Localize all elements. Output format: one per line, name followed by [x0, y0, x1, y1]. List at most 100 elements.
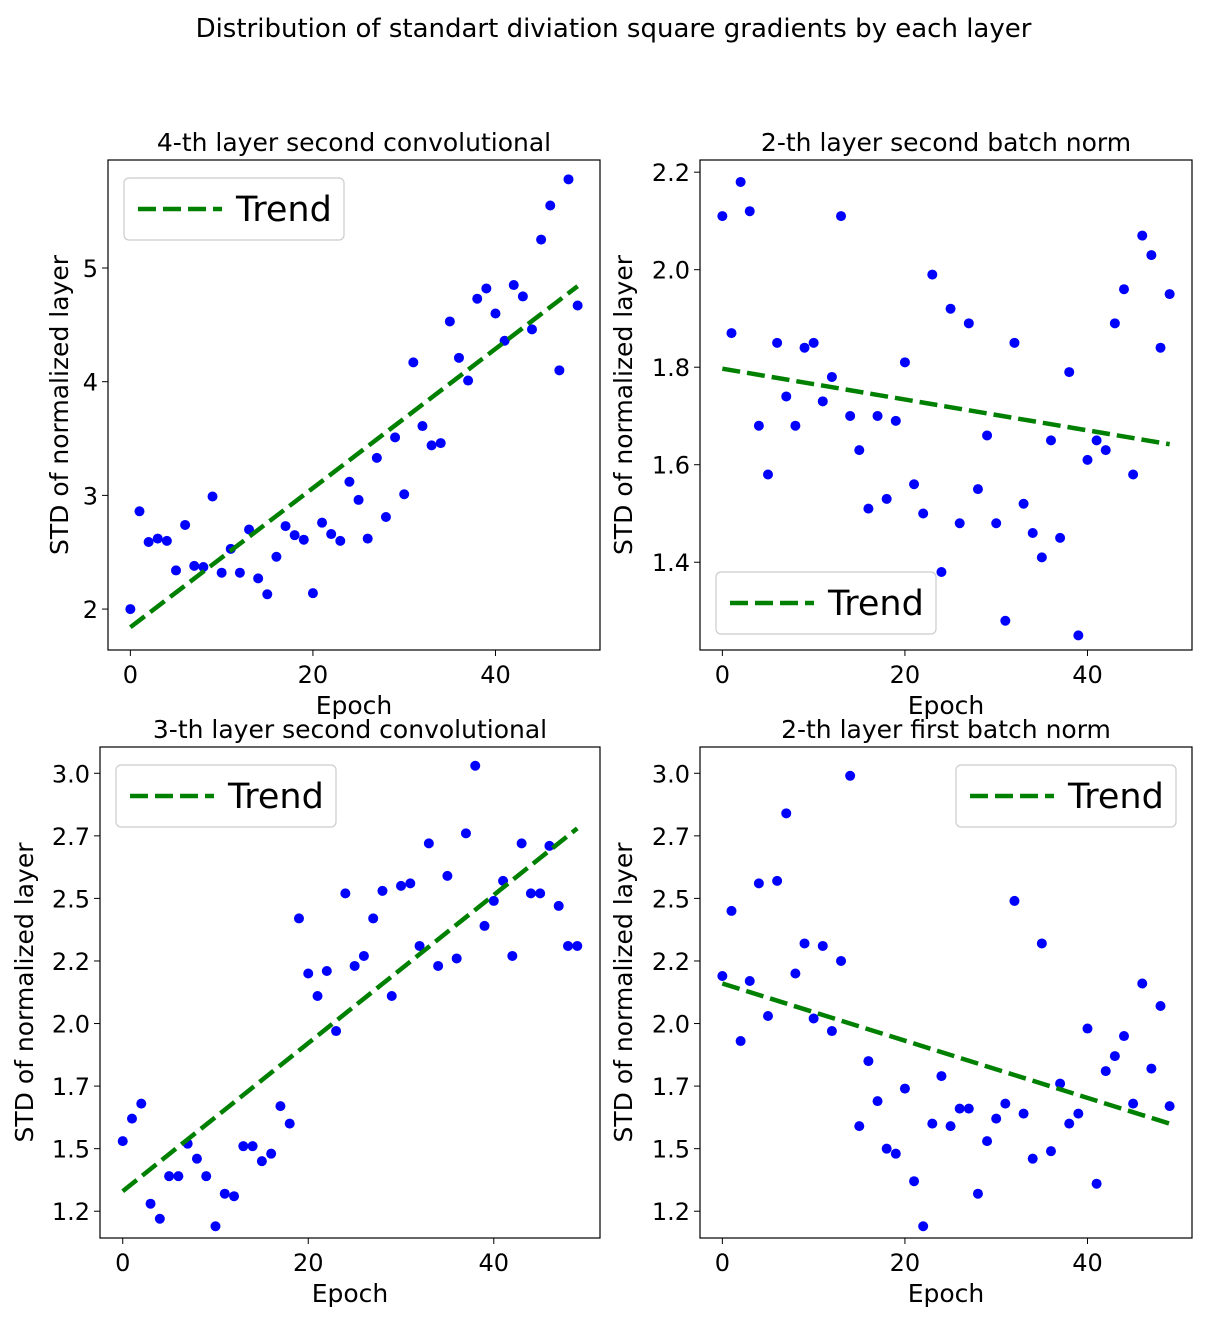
data-point	[826, 371, 837, 382]
data-point	[554, 365, 565, 376]
y-tick-label: 1.2	[652, 1198, 690, 1226]
data-point	[1118, 284, 1129, 295]
data-point	[1018, 1108, 1029, 1119]
data-point	[253, 573, 264, 584]
figure-title: Distribution of standart diviation squar…	[195, 14, 1032, 44]
y-tick-label: 2.7	[652, 823, 690, 851]
y-tick-label: 3	[83, 482, 98, 510]
data-point	[488, 895, 499, 906]
data-point	[817, 940, 828, 951]
data-point	[744, 975, 755, 986]
data-point	[1082, 454, 1093, 465]
data-point	[353, 494, 364, 505]
data-point	[545, 200, 556, 211]
axes-frame	[107, 159, 601, 651]
data-point	[726, 905, 737, 916]
x-tick-label: 20	[298, 661, 329, 689]
data-point	[191, 1153, 202, 1164]
data-point	[1164, 289, 1175, 300]
data-point	[854, 1121, 865, 1132]
data-point	[863, 1056, 874, 1067]
data-point	[229, 1191, 240, 1202]
data-point	[872, 410, 883, 421]
y-tick-label: 1.8	[652, 354, 690, 382]
data-point	[572, 300, 583, 311]
data-point	[317, 517, 328, 528]
data-point	[526, 324, 537, 335]
x-tick-label: 20	[890, 1249, 921, 1277]
data-point	[210, 1221, 221, 1232]
data-point	[405, 878, 416, 889]
y-tick-label: 1.4	[652, 549, 690, 577]
data-point	[117, 1136, 128, 1147]
data-point	[516, 838, 527, 849]
data-point	[453, 352, 464, 363]
data-point	[219, 1188, 230, 1199]
y-tick-label: 1.6	[652, 452, 690, 480]
legend-label: Trend	[235, 190, 332, 230]
data-point	[553, 900, 564, 911]
axes-frame	[699, 746, 1193, 1239]
y-tick-label: 2.2	[652, 159, 690, 187]
legend-label: Trend	[227, 777, 324, 817]
x-axis-label: Epoch	[908, 691, 985, 720]
data-point	[563, 174, 574, 185]
data-point	[326, 529, 337, 540]
data-point	[1036, 552, 1047, 563]
y-tick-label: 5	[83, 255, 98, 283]
data-point	[256, 1156, 267, 1167]
trend-line	[721, 366, 1171, 447]
data-point	[234, 567, 245, 578]
data-point	[247, 1141, 258, 1152]
data-point	[1045, 435, 1056, 446]
data-point	[954, 518, 965, 529]
data-point	[433, 960, 444, 971]
data-point	[289, 530, 300, 541]
data-point	[1128, 469, 1139, 480]
data-point	[845, 410, 856, 421]
data-point	[368, 913, 379, 924]
data-point	[331, 1026, 342, 1037]
x-axis-label: Epoch	[312, 1279, 389, 1308]
y-tick-label: 2.5	[52, 885, 90, 913]
data-point	[1146, 250, 1157, 261]
data-point	[945, 303, 956, 314]
data-point	[1118, 1031, 1129, 1042]
x-tick-label: 40	[1072, 1249, 1103, 1277]
x-axis-label: Epoch	[316, 691, 393, 720]
data-point	[362, 533, 373, 544]
x-axis-label: Epoch	[908, 1279, 985, 1308]
x-tick-label: 40	[479, 1249, 510, 1277]
x-tick-label: 0	[123, 661, 138, 689]
data-point	[143, 536, 154, 547]
data-point	[414, 940, 425, 951]
data-point	[525, 888, 536, 899]
y-tick-label: 2.0	[652, 1011, 690, 1039]
y-tick-label: 2.7	[52, 823, 90, 851]
data-point	[1018, 498, 1029, 509]
subplot-title: 2-th layer second batch norm	[761, 128, 1131, 157]
data-point	[1155, 1001, 1166, 1012]
data-point	[909, 1176, 920, 1187]
data-point	[377, 885, 388, 896]
data-point	[244, 524, 255, 535]
data-point	[266, 1148, 277, 1159]
data-point	[198, 562, 209, 573]
subplot-1: 4-th layer second convolutional 0 20 40 2 3 4 5…	[45, 128, 601, 720]
data-point	[451, 953, 462, 964]
axes-frame	[99, 746, 601, 1239]
data-point	[890, 415, 901, 426]
data-point	[417, 421, 428, 432]
data-point	[238, 1141, 249, 1152]
data-point	[481, 283, 492, 294]
data-point	[312, 991, 323, 1002]
data-point	[293, 913, 304, 924]
data-point	[991, 1113, 1002, 1124]
data-point	[262, 589, 273, 600]
data-point	[134, 506, 145, 517]
data-point	[1164, 1101, 1175, 1112]
x-tick-label: 20	[293, 1249, 324, 1277]
data-point	[321, 965, 332, 976]
data-point	[173, 1171, 184, 1182]
